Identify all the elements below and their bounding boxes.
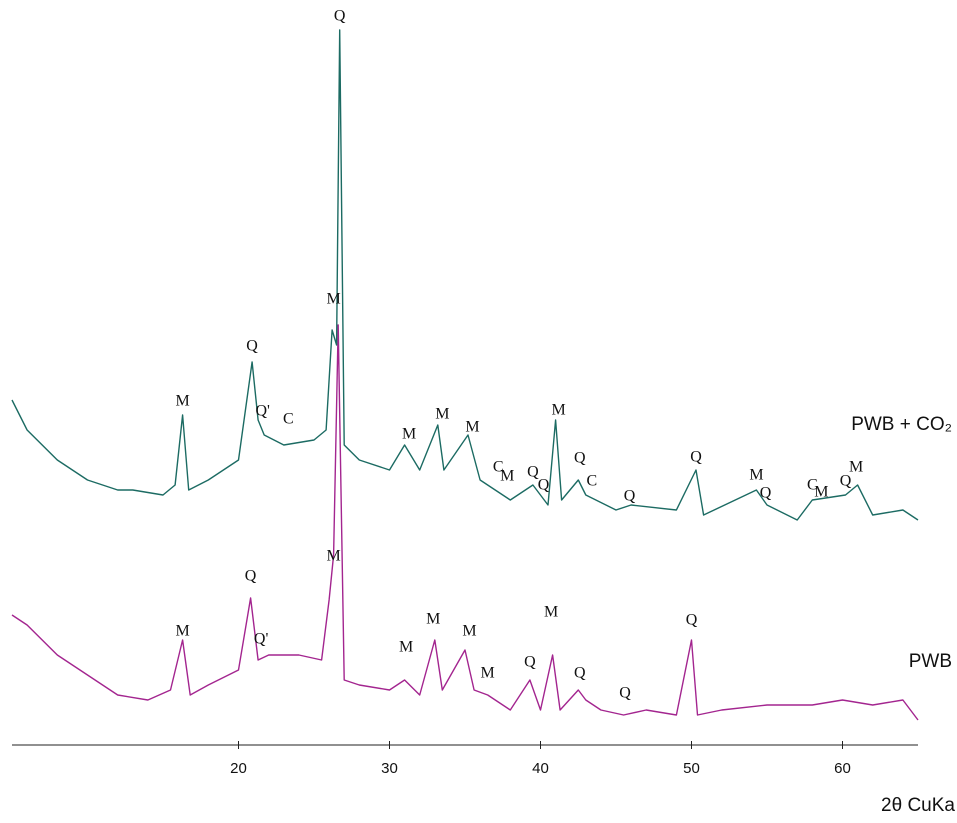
peak-label: C	[493, 459, 504, 476]
x-tick-label: 40	[532, 760, 549, 777]
peak-label: Q	[524, 654, 536, 671]
peak-label: M	[849, 459, 863, 476]
peak-label: M	[552, 402, 566, 419]
peak-label: Q	[760, 485, 772, 502]
xrd-trace	[11, 324, 919, 721]
peak-label: M	[327, 291, 341, 308]
x-tick-label: 60	[834, 760, 851, 777]
peak-label: C	[807, 477, 818, 494]
x-tick-label: 20	[230, 760, 247, 777]
peak-label: M	[399, 639, 413, 656]
series-label: PWB	[909, 651, 952, 672]
peak-label: C	[283, 411, 294, 428]
peak-label: M	[500, 468, 514, 485]
x-axis-label: 2θ CuKa	[881, 795, 955, 816]
peak-label: Q'	[255, 403, 270, 420]
xrd-trace	[11, 29, 919, 521]
peak-label: M	[465, 419, 479, 436]
peak-label: Q	[246, 338, 258, 355]
peak-label: M	[481, 665, 495, 682]
peak-label: Q	[624, 488, 636, 505]
x-tick-label: 50	[683, 760, 700, 777]
peak-label: M	[462, 623, 476, 640]
peak-label: M	[544, 604, 558, 621]
peak-label: M	[327, 548, 341, 565]
series-label: PWB + CO₂	[851, 414, 952, 435]
peak-label: C	[587, 473, 598, 490]
peak-label: M	[749, 467, 763, 484]
peak-label: Q	[574, 450, 586, 467]
peak-label: Q	[334, 8, 346, 25]
peak-label: M	[814, 484, 828, 501]
peak-label: M	[426, 611, 440, 628]
peak-label: Q	[686, 612, 698, 629]
peak-label: M	[176, 393, 190, 410]
peak-label: Q	[245, 568, 257, 585]
peak-label: Q	[527, 464, 539, 481]
peak-label: M	[176, 623, 190, 640]
peak-label: Q'	[254, 631, 269, 648]
peak-label: M	[402, 426, 416, 443]
peak-label: M	[435, 406, 449, 423]
x-tick-label: 30	[381, 760, 398, 777]
peak-label: Q	[619, 685, 631, 702]
peak-label: Q	[538, 477, 550, 494]
peak-label: Q	[840, 473, 852, 490]
peak-label: Q	[574, 665, 586, 682]
peak-label: Q	[690, 449, 702, 466]
